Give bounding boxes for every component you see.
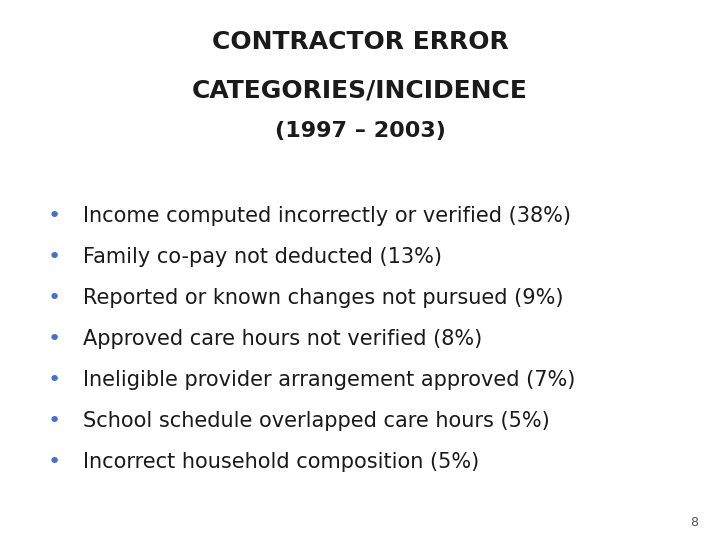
Text: •: •	[48, 411, 60, 431]
Text: •: •	[48, 329, 60, 349]
Text: (1997 – 2003): (1997 – 2003)	[274, 122, 446, 141]
Text: Incorrect household composition (5%): Incorrect household composition (5%)	[83, 452, 479, 472]
Text: •: •	[48, 206, 60, 226]
Text: Family co-pay not deducted (13%): Family co-pay not deducted (13%)	[83, 247, 442, 267]
Text: CATEGORIES/INCIDENCE: CATEGORIES/INCIDENCE	[192, 78, 528, 102]
Text: •: •	[48, 370, 60, 390]
Text: School schedule overlapped care hours (5%): School schedule overlapped care hours (5…	[83, 411, 549, 431]
Text: Income computed incorrectly or verified (38%): Income computed incorrectly or verified …	[83, 206, 571, 226]
Text: Ineligible provider arrangement approved (7%): Ineligible provider arrangement approved…	[83, 370, 575, 390]
Text: •: •	[48, 288, 60, 308]
Text: •: •	[48, 452, 60, 472]
Text: Reported or known changes not pursued (9%): Reported or known changes not pursued (9…	[83, 288, 563, 308]
Text: 8: 8	[690, 516, 698, 529]
Text: CONTRACTOR ERROR: CONTRACTOR ERROR	[212, 30, 508, 53]
Text: •: •	[48, 247, 60, 267]
Text: Approved care hours not verified (8%): Approved care hours not verified (8%)	[83, 329, 482, 349]
